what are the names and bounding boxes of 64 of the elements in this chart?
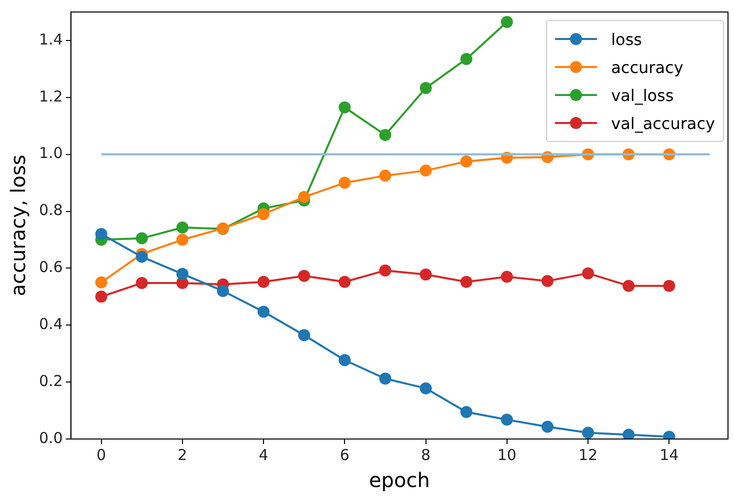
point: [541, 420, 554, 433]
point: [258, 306, 270, 318]
y-axis-title: accuracy, loss: [6, 154, 30, 296]
y-tick-label: 0.0: [38, 428, 63, 447]
legend-label: val_accuracy: [611, 114, 715, 132]
point: [379, 128, 392, 141]
y-tick-label: 0.2: [38, 372, 63, 390]
point: [460, 52, 472, 65]
point: [460, 276, 472, 288]
point: [420, 164, 432, 177]
point: [582, 426, 594, 439]
point: [622, 428, 635, 439]
point: [460, 155, 472, 168]
point: [582, 267, 594, 280]
x-tick-label: 12: [578, 446, 598, 464]
point: [136, 250, 148, 263]
point: [298, 270, 310, 282]
legend-label: loss: [611, 30, 642, 48]
point: [95, 276, 108, 288]
point: [379, 264, 392, 276]
point: [420, 382, 432, 394]
x-tick-label: 2: [178, 446, 188, 464]
point: [338, 276, 351, 288]
y-tick-label: 0.4: [38, 315, 63, 334]
y-tick-label: 1.4: [38, 30, 63, 48]
point: [500, 414, 513, 426]
point: [258, 208, 270, 220]
point: [622, 280, 635, 292]
point: [136, 277, 148, 290]
point: [338, 354, 351, 366]
point: [258, 276, 270, 288]
x-tick-label: 14: [660, 446, 679, 464]
point: [500, 16, 513, 28]
point: [379, 170, 392, 182]
point: [298, 191, 310, 204]
point: [338, 101, 351, 114]
x-tick-label: 4: [258, 446, 268, 464]
point: [176, 268, 188, 280]
x-tick-label: 6: [340, 446, 350, 464]
y-tick-label: 0.6: [38, 258, 63, 276]
point: [176, 221, 188, 234]
legend-label: val_loss: [611, 86, 674, 104]
point: [663, 280, 676, 292]
point: [136, 232, 148, 244]
point: [176, 234, 188, 246]
point: [500, 270, 513, 283]
legend-label: accuracy: [611, 58, 684, 76]
point: [216, 284, 229, 297]
point: [541, 275, 554, 288]
point: [95, 290, 108, 303]
point: [338, 176, 351, 189]
point: [460, 406, 472, 418]
y-tick-label: 1.2: [38, 87, 63, 106]
x-tick-label: 10: [497, 446, 516, 464]
point: [420, 82, 432, 94]
y-tick-label: 0.8: [38, 201, 63, 220]
x-axis-title: epoch: [368, 468, 430, 492]
point: [420, 268, 432, 280]
x-tick-label: 8: [421, 446, 431, 464]
x-tick-label: 0: [96, 446, 106, 464]
y-tick-label: 1.0: [38, 144, 63, 162]
point: [379, 372, 392, 385]
point: [298, 329, 310, 342]
point: [95, 228, 108, 240]
